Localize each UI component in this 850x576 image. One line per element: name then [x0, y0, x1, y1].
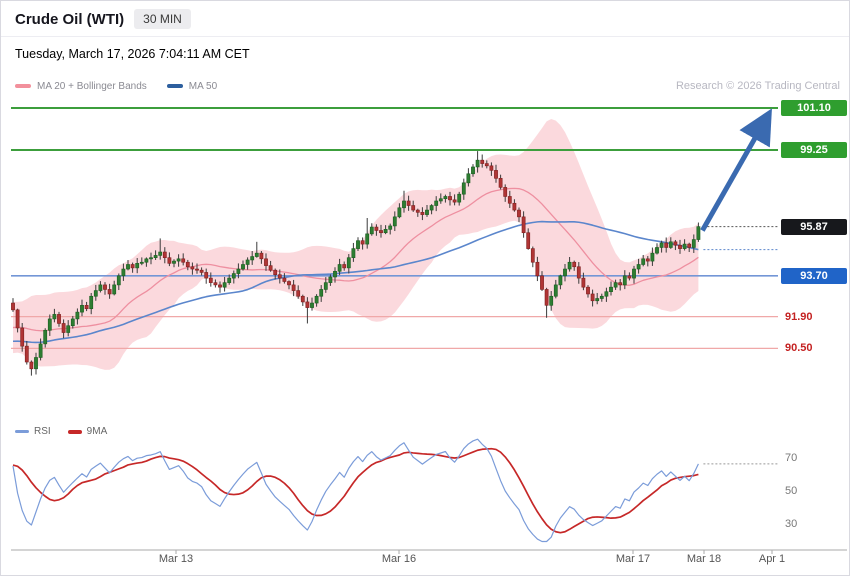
datetime-label: Tuesday, March 17, 2026 7:04:11 AM CET — [15, 47, 250, 61]
ma50-swatch-icon — [166, 84, 183, 88]
rsi-tick-50: 50 — [785, 485, 798, 497]
x-axis-tick-mar-17: Mar 17 — [615, 553, 651, 565]
rsi-swatch-icon — [15, 430, 29, 433]
ma50-label: MA 50 — [188, 80, 218, 92]
level-label-support-1: 91.90 — [785, 310, 813, 323]
ma20-bollinger-label: MA 20 + Bollinger Bands — [37, 80, 147, 92]
timeframe-badge[interactable]: 30 MIN — [134, 9, 191, 29]
rsi-9ma-swatch-icon — [67, 429, 82, 434]
level-label-pivot: 93.70 — [781, 267, 847, 284]
x-axis-tick-mar-13: Mar 13 — [158, 553, 194, 565]
rsi-9ma-label: 9MA — [86, 426, 108, 437]
level-label-support-2: 90.50 — [785, 342, 813, 355]
x-axis-tick-apr-1: Apr 1 — [758, 553, 786, 565]
copyright-label: Research © 2026 Trading Central — [675, 80, 840, 92]
level-label-last-price: 95.87 — [781, 218, 847, 235]
header: Crude Oil (WTI) 30 MIN — [1, 1, 849, 37]
rsi-label: RSI — [34, 426, 51, 437]
ma20-bollinger-swatch-icon — [15, 84, 31, 88]
x-axis-tick-mar-18: Mar 18 — [686, 553, 722, 565]
instrument-title: Crude Oil (WTI) — [15, 10, 125, 28]
rsi-tick-70: 70 — [785, 452, 798, 464]
rsi-legend: RSI 9MA — [15, 426, 107, 437]
rsi-tick-30: 30 — [785, 518, 798, 530]
level-label-resistance-1: 99.25 — [781, 141, 847, 158]
level-label-resistance-2: 101.10 — [781, 100, 847, 116]
main-legend: MA 20 + Bollinger Bands MA 50 Research ©… — [15, 80, 844, 92]
x-axis-tick-mar-16: Mar 16 — [381, 553, 417, 565]
